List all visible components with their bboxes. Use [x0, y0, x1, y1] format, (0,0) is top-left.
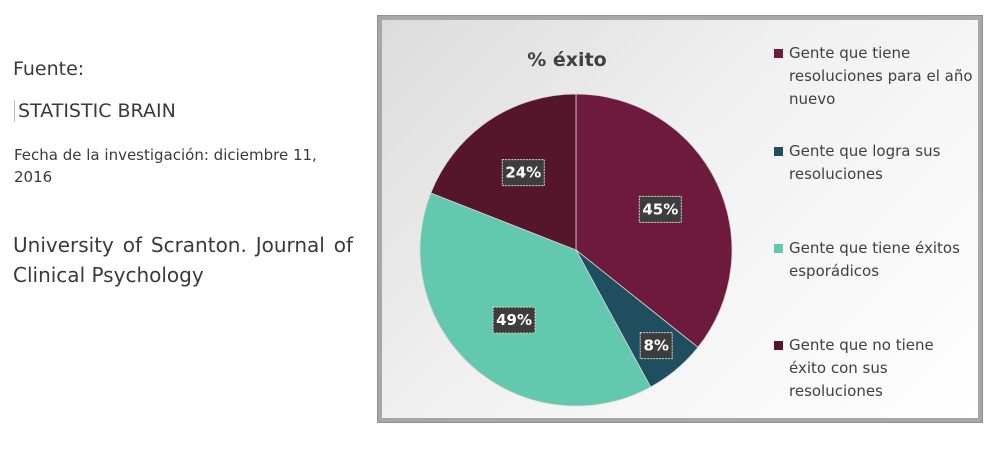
legend-swatch	[774, 244, 783, 253]
legend-item: Gente que logra sus resoluciones	[774, 140, 974, 186]
institution: University of Scranton. Journal of Clini…	[13, 233, 353, 287]
data-label-box	[639, 332, 673, 360]
source-name: STATISTIC BRAIN	[14, 100, 176, 122]
chart-title: % éxito	[527, 49, 607, 71]
data-label: 8%	[639, 332, 673, 360]
pie-slice	[419, 192, 652, 407]
data-label: 49%	[492, 306, 536, 334]
legend-swatch	[774, 341, 783, 350]
data-label-text: 8%	[643, 337, 668, 355]
data-label-text: 45%	[642, 200, 678, 218]
data-label: 24%	[501, 159, 545, 187]
pie-chart: 45% 8% 49% 24%	[419, 93, 733, 407]
data-label-box	[501, 159, 545, 187]
legend-swatch	[774, 147, 783, 156]
data-label: 45%	[638, 195, 682, 223]
legend-item: Gente que no tiene éxito con sus resoluc…	[774, 334, 974, 403]
legend-label: Gente que tiene éxitos esporádicos	[789, 239, 960, 280]
investigation-date: Fecha de la investigación: diciembre 11,…	[14, 146, 317, 186]
legend-swatch	[774, 49, 783, 58]
legend-item: Gente que tiene éxitos esporádicos	[774, 237, 974, 283]
data-label-text: 24%	[505, 164, 541, 182]
data-label-text: 49%	[496, 311, 532, 329]
data-label-box	[638, 195, 682, 223]
data-label-box	[492, 306, 536, 334]
legend-item: Gente que tiene resoluciones para el año…	[774, 42, 974, 111]
source-label: Fuente:	[13, 58, 85, 80]
legend-label: Gente que no tiene éxito con sus resoluc…	[789, 336, 934, 400]
pie-chart-frame: 45% 8% 49% 24% % éxito Gente que tiene reso…	[377, 15, 983, 423]
legend-label: Gente que tiene resoluciones para el año…	[789, 44, 973, 108]
legend-label: Gente que logra sus resoluciones	[789, 142, 941, 183]
